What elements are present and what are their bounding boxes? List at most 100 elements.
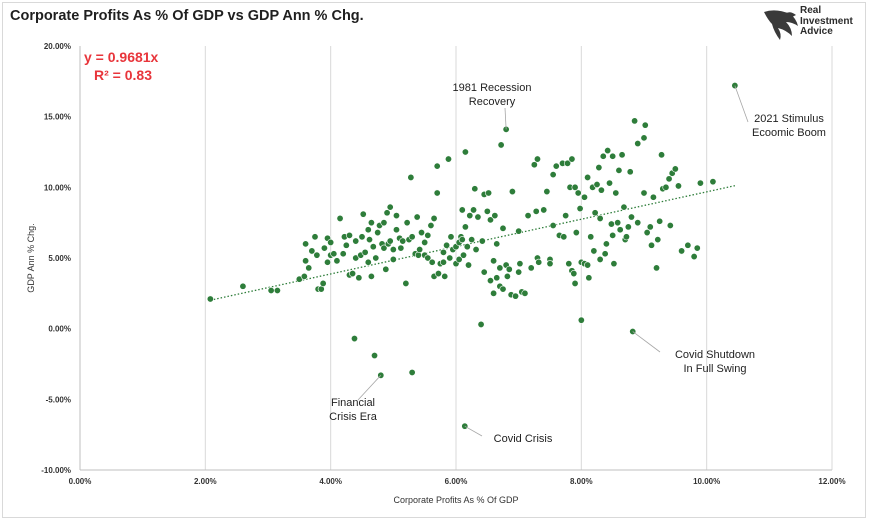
data-point — [371, 352, 379, 360]
data-point — [658, 151, 666, 159]
data-point — [359, 210, 367, 218]
logo-line-3: Advice — [800, 26, 833, 37]
data-point — [552, 162, 560, 170]
data-point — [327, 238, 335, 246]
data-point — [521, 289, 529, 297]
data-point — [609, 231, 617, 239]
data-point — [367, 272, 375, 280]
data-point — [615, 166, 623, 174]
logo-line-1: Real — [800, 5, 822, 16]
data-point — [585, 274, 593, 282]
data-point — [407, 173, 415, 181]
annotation-label: In Full Swing — [684, 363, 747, 375]
data-point — [491, 212, 499, 220]
annotation-label: 2021 Stimulus — [754, 113, 824, 125]
data-point — [616, 226, 624, 234]
data-point — [470, 206, 478, 214]
data-point — [612, 189, 620, 197]
data-point — [430, 214, 438, 222]
data-point — [311, 233, 319, 241]
data-point — [320, 244, 328, 252]
data-point — [631, 117, 639, 125]
annotation-label: Covid Shutdown — [675, 349, 755, 361]
data-point — [366, 236, 374, 244]
data-point — [524, 212, 532, 220]
annotation-label: Financial — [331, 397, 375, 409]
data-point — [477, 320, 485, 328]
data-point — [562, 212, 570, 220]
data-point — [455, 255, 463, 263]
data-point — [358, 233, 366, 241]
data-point — [408, 368, 416, 376]
data-point — [584, 261, 592, 269]
data-point — [576, 205, 584, 213]
y-tick-label: 20.00% — [44, 42, 71, 51]
data-point — [602, 240, 610, 248]
data-point — [656, 217, 664, 225]
data-point — [458, 206, 466, 214]
data-point — [678, 247, 686, 255]
data-point — [508, 188, 516, 196]
data-point — [666, 221, 674, 229]
data-point — [624, 223, 632, 231]
data-point — [693, 244, 701, 252]
data-point — [499, 285, 507, 293]
data-point — [399, 237, 407, 245]
data-point — [389, 255, 397, 263]
data-point — [549, 221, 557, 229]
data-point — [372, 254, 380, 262]
data-point — [606, 179, 614, 187]
annotation-label: Crisis Era — [329, 411, 378, 423]
data-point — [570, 270, 578, 278]
data-point — [490, 257, 498, 265]
data-point — [374, 229, 382, 237]
data-point — [674, 182, 682, 190]
data-point — [543, 188, 551, 196]
data-point — [709, 178, 717, 186]
data-point — [472, 246, 480, 254]
data-point — [403, 219, 411, 227]
data-point — [392, 226, 400, 234]
data-point — [568, 155, 576, 163]
x-tick-label: 12.00% — [818, 477, 845, 486]
y-tick-label: 0.00% — [48, 325, 71, 334]
data-point — [319, 279, 327, 287]
data-point — [533, 155, 541, 163]
data-point — [499, 224, 507, 232]
data-point — [549, 171, 557, 179]
data-point — [643, 229, 651, 237]
y-tick-label: 5.00% — [48, 254, 71, 263]
data-point — [546, 260, 554, 268]
data-point — [515, 227, 523, 235]
data-point — [418, 229, 426, 237]
data-point — [380, 219, 388, 227]
data-point — [622, 233, 630, 241]
data-point — [607, 220, 615, 228]
data-point — [572, 229, 580, 237]
data-point — [662, 183, 670, 191]
r-squared: R² = 0.83 — [94, 67, 152, 83]
annotation-leader — [464, 425, 483, 437]
data-point — [497, 141, 505, 149]
data-point — [485, 189, 493, 197]
data-point — [486, 216, 494, 224]
data-point — [361, 248, 369, 256]
x-axis-label: Corporate Profits As % Of GDP — [393, 495, 518, 505]
data-point — [342, 241, 350, 249]
data-point — [653, 264, 661, 272]
data-point — [336, 214, 344, 222]
data-point — [620, 203, 628, 211]
data-point — [515, 268, 523, 276]
data-point — [478, 237, 486, 245]
y-tick-label: 10.00% — [44, 183, 71, 192]
data-point — [535, 258, 543, 266]
data-point — [474, 213, 482, 221]
data-point — [397, 244, 405, 252]
data-point — [402, 279, 410, 287]
data-point — [324, 258, 332, 266]
y-axis-label: GDP Ann % Chg. — [26, 223, 36, 292]
data-point — [468, 236, 476, 244]
data-point — [565, 260, 573, 268]
data-point — [590, 247, 598, 255]
